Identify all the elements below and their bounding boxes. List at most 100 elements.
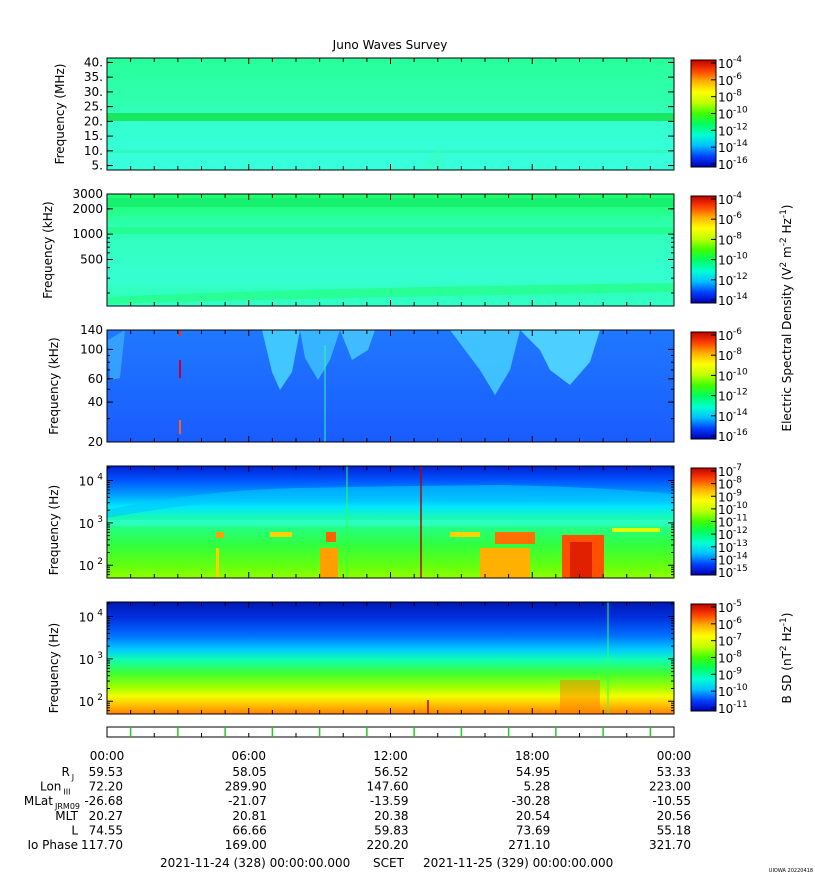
colorbar-lf-khz (690, 331, 717, 440)
colorbar-tick-exponent: -5 (733, 599, 742, 609)
ephemeris-value: 117.70 (81, 838, 123, 852)
ephemeris-value: 55.18 (657, 823, 691, 837)
ephemeris-value: 220.20 (367, 838, 409, 852)
colorbar-tick-label: 10 (718, 233, 733, 247)
ephemeris-value: 271.10 (508, 838, 550, 852)
colorbar-tick-label: 10 (718, 274, 733, 288)
ephemeris-value: 20.81 (232, 809, 266, 823)
colorbar-tick-exponent: -8 (733, 89, 742, 99)
ephemeris-table: 00:00 06:00 12:00 18:00 00:00 R J 59.53 58.05 56.… (24, 749, 691, 852)
y-tick-label: 10. (84, 144, 103, 158)
y-axis-label-2: Frequency (kHz) (41, 201, 55, 298)
ephemeris-row-label: Io Phase (27, 838, 78, 852)
colorbar-tick-label: 10 (718, 158, 733, 172)
colorbar-tick-label: 10 (718, 294, 733, 308)
colorbar-tick-exponent: -12 (733, 272, 748, 282)
ephemeris-value: 289.90 (225, 780, 267, 794)
y-tick-label: 10 (79, 517, 94, 531)
ephemeris-row-label: MLT (55, 809, 78, 823)
ephemeris-value: -13.59 (370, 794, 409, 808)
y-tick-label: 1000 (72, 227, 103, 241)
y-tick-label: 10 (79, 611, 94, 625)
colorbar-tick-exponent: -14 (733, 292, 748, 302)
colorbar-tick-exponent: -6 (733, 327, 742, 337)
colorbar-tick-label: 10 (718, 349, 733, 363)
colorbar-tick-exponent: -9 (733, 488, 742, 498)
colorbar-tick-label: 10 (718, 601, 733, 615)
ephemeris-row-label: Lon (40, 780, 61, 794)
y-tick-label: 100 (80, 342, 103, 356)
colorbar-tick-exponent: -6 (733, 211, 742, 221)
footer-start-time: 2021-11-24 (328) 00:00:00.000 (160, 856, 350, 870)
ephemeris-value: 54.95 (516, 765, 550, 779)
colorbar-tick-exponent: -10 (733, 367, 748, 377)
y-tick-exponent: 2 (97, 557, 103, 567)
colorbar-tick-exponent: -10 (733, 683, 748, 693)
ephemeris-bar (106, 726, 675, 738)
colorbar-tick-label: 10 (718, 652, 733, 666)
colorbar-tick-exponent: -11 (733, 514, 748, 524)
colorbar-tick-label: 10 (718, 528, 733, 542)
y-tick-label: 40 (88, 395, 103, 409)
footer-credit: UIOWA 20220418 (769, 868, 813, 874)
emission-band-1100khz (107, 227, 674, 234)
colorbar-tick-label: 10 (718, 369, 733, 383)
colorbar-tick-label: 10 (718, 91, 733, 105)
ephemeris-value: -21.07 (228, 794, 267, 808)
low-frequency-ramp (107, 283, 674, 304)
footer-end-time: 2021-11-25 (329) 00:00:00.000 (423, 856, 613, 870)
colorbar-tick-label: 10 (718, 635, 733, 649)
colorbar-tick-exponent: -14 (733, 139, 748, 149)
ephemeris-value: 5.28 (524, 780, 551, 794)
ephemeris-row-subscript: III (63, 788, 70, 797)
colorbar-tick-label: 10 (718, 57, 733, 71)
colorbar-tick-label: 10 (718, 108, 733, 122)
ephemeris-value: 321.70 (649, 838, 691, 852)
panel-hf-mhz: 5.10.15.20.25.30.35.40. Frequency (MHz) (53, 55, 675, 173)
y-tick-label: 3000 (72, 187, 103, 201)
y-tick-label: 20. (84, 114, 103, 128)
colorbar-tick-exponent: -14 (733, 408, 748, 418)
colorbar-tick-label: 10 (718, 124, 733, 138)
colorbar-tick-label: 10 (718, 553, 733, 567)
colorbar-tick-exponent: -11 (733, 700, 748, 710)
ephemeris-value: 58.05 (232, 765, 266, 779)
y-axis-label-5: Frequency (Hz) (47, 623, 61, 714)
ephemeris-row-label: R (61, 765, 69, 779)
y-tick-label: 10 (79, 695, 94, 709)
ephemeris-value: 223.00 (649, 780, 691, 794)
colorbar-tick-exponent: -12 (733, 122, 748, 132)
colorbar-tick-label: 10 (718, 685, 733, 699)
emission-band-8mhz (107, 150, 674, 153)
y-tick-label: 20 (88, 435, 103, 449)
y-tick-exponent: 2 (97, 693, 103, 703)
ephemeris-value: 20.54 (516, 809, 550, 823)
colorbar-tick-exponent: -4 (733, 191, 742, 201)
colorbar-tick-label: 10 (718, 390, 733, 404)
colorbar-tick-exponent: -10 (733, 252, 748, 262)
time-label: 00:00 (90, 749, 125, 763)
colorbar-tick-exponent: -6 (733, 72, 742, 82)
magnetic-colorbar-label: B SD (nT2 Hz-1) (779, 613, 794, 704)
band-boundary (107, 485, 674, 518)
ephemeris-value: 59.53 (89, 765, 123, 779)
y-tick-exponent: 4 (97, 609, 103, 619)
ephemeris-value: 147.60 (367, 780, 409, 794)
y-tick-exponent: 4 (97, 473, 103, 483)
y-tick-label: 140 (80, 323, 103, 337)
y-tick-label: 500 (80, 252, 103, 266)
y-tick-label: 35. (84, 70, 103, 84)
ephemeris-value: -10.55 (652, 794, 691, 808)
colorbar-tick-label: 10 (718, 702, 733, 716)
y-axis-label-3: Frequency (kHz) (47, 337, 61, 434)
colorbar-tick-label: 10 (718, 213, 733, 227)
y-tick-label: 25. (84, 100, 103, 114)
colorbar-tick-label: 10 (718, 566, 733, 580)
ephemeris-value: -30.28 (512, 794, 551, 808)
colorbar-tick-label: 10 (718, 490, 733, 504)
colorbar-hf-khz (690, 195, 717, 304)
colorbar-tick-exponent: -16 (733, 428, 748, 438)
